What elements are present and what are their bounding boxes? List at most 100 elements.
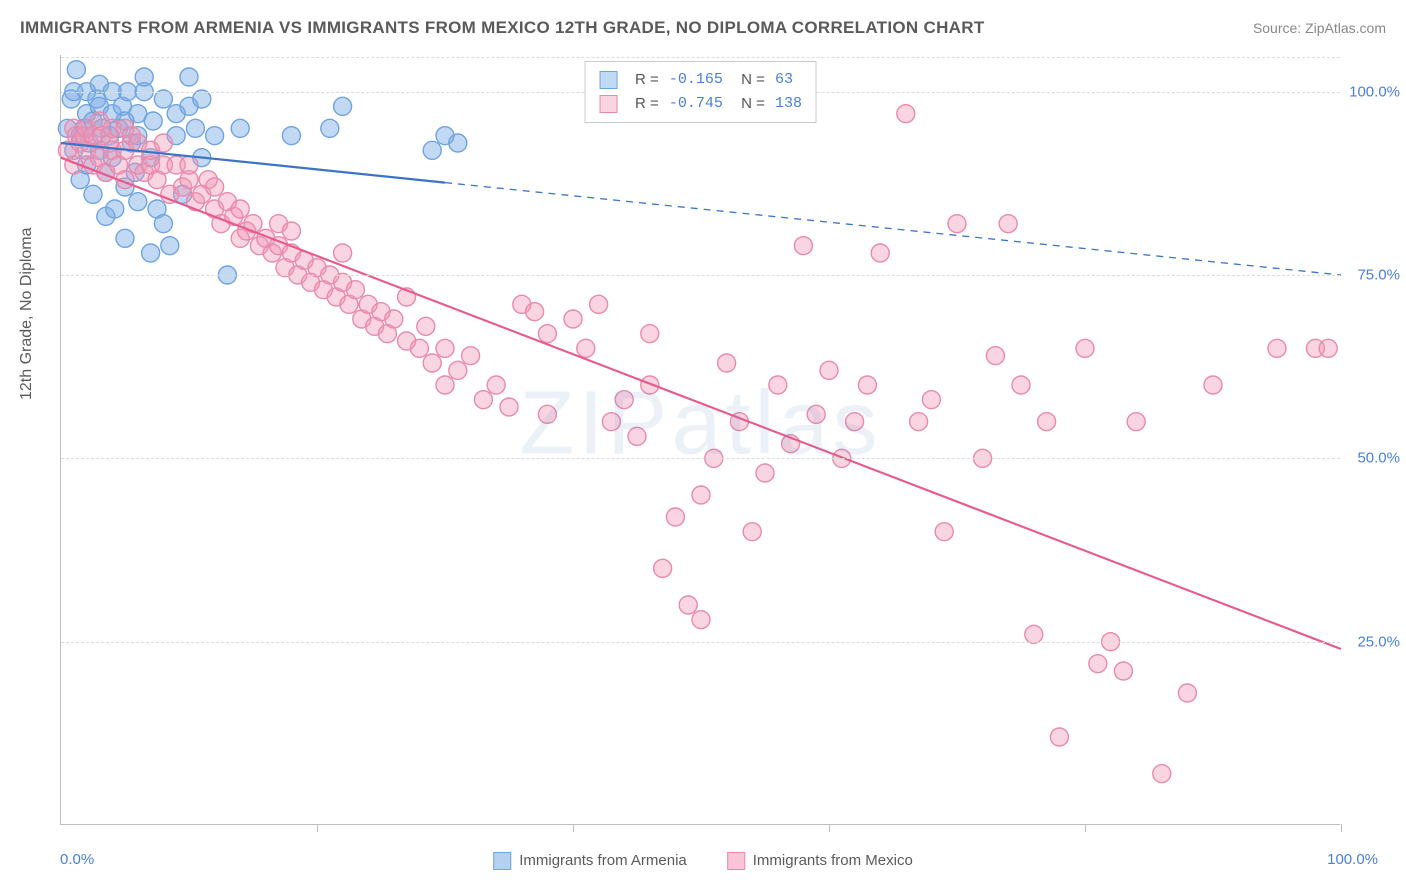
data-point: [1012, 376, 1030, 394]
data-point: [526, 303, 544, 321]
chart-title: IMMIGRANTS FROM ARMENIA VS IMMIGRANTS FR…: [20, 18, 985, 38]
data-point: [602, 413, 620, 431]
legend-n-label: N =: [733, 68, 765, 92]
data-point: [321, 119, 339, 137]
data-point: [1204, 376, 1222, 394]
data-point: [154, 90, 172, 108]
data-point: [346, 281, 364, 299]
data-point: [67, 61, 85, 79]
data-point: [231, 200, 249, 218]
data-point: [922, 391, 940, 409]
legend-swatch: [727, 852, 745, 870]
gridline: [61, 57, 1340, 58]
data-point: [846, 413, 864, 431]
data-point: [193, 90, 211, 108]
data-point: [84, 185, 102, 203]
data-point: [564, 310, 582, 328]
y-tick-label: 75.0%: [1345, 267, 1400, 284]
data-point: [935, 523, 953, 541]
legend-item: Immigrants from Armenia: [493, 852, 687, 870]
data-point: [807, 405, 825, 423]
data-point: [1089, 655, 1107, 673]
data-point: [474, 391, 492, 409]
data-point: [186, 119, 204, 137]
data-point: [858, 376, 876, 394]
x-tick: [1341, 824, 1342, 832]
legend-swatch: [493, 852, 511, 870]
data-point: [334, 97, 352, 115]
trend-line-dashed: [445, 183, 1341, 275]
chart-svg: [61, 55, 1340, 824]
data-point: [449, 361, 467, 379]
data-point: [206, 178, 224, 196]
data-point: [628, 427, 646, 445]
data-point: [106, 200, 124, 218]
data-point: [654, 559, 672, 577]
data-point: [538, 325, 556, 343]
data-point: [449, 134, 467, 152]
data-point: [1076, 339, 1094, 357]
data-point: [692, 611, 710, 629]
data-point: [1038, 413, 1056, 431]
data-point: [282, 127, 300, 145]
data-point: [282, 222, 300, 240]
legend-swatch: [599, 95, 617, 113]
data-point: [794, 237, 812, 255]
legend-stats-row: R = -0.745 N = 138: [599, 92, 802, 116]
x-tick: [829, 824, 830, 832]
legend-swatch: [599, 71, 617, 89]
data-point: [135, 68, 153, 86]
x-axis-min-label: 0.0%: [60, 851, 94, 868]
data-point: [142, 244, 160, 262]
data-point: [180, 68, 198, 86]
data-point: [161, 237, 179, 255]
data-point: [948, 215, 966, 233]
data-point: [871, 244, 889, 262]
data-point: [590, 295, 608, 313]
legend-item: Immigrants from Mexico: [727, 852, 913, 870]
data-point: [1114, 662, 1132, 680]
data-point: [436, 339, 454, 357]
trend-line: [61, 158, 1341, 649]
data-point: [986, 347, 1004, 365]
legend-r-value: -0.165: [669, 68, 723, 92]
data-point: [116, 229, 134, 247]
y-tick-label: 25.0%: [1345, 633, 1400, 650]
y-axis-label: 12th Grade, No Diploma: [18, 227, 36, 400]
legend-label: Immigrants from Armenia: [519, 852, 687, 869]
data-point: [410, 339, 428, 357]
gridline: [61, 275, 1340, 276]
data-point: [666, 508, 684, 526]
data-point: [1025, 625, 1043, 643]
data-point: [743, 523, 761, 541]
data-point: [129, 193, 147, 211]
data-point: [154, 215, 172, 233]
data-point: [487, 376, 505, 394]
legend-stats-row: R = -0.165 N = 63: [599, 68, 802, 92]
data-point: [615, 391, 633, 409]
data-point: [679, 596, 697, 614]
legend-n-value: 138: [775, 92, 802, 116]
x-tick: [317, 824, 318, 832]
data-point: [462, 347, 480, 365]
data-point: [538, 405, 556, 423]
legend-n-value: 63: [775, 68, 793, 92]
data-point: [1178, 684, 1196, 702]
x-axis-max-label: 100.0%: [1327, 851, 1378, 868]
data-point: [436, 376, 454, 394]
data-point: [423, 141, 441, 159]
data-point: [231, 119, 249, 137]
data-point: [718, 354, 736, 372]
y-tick-label: 100.0%: [1345, 83, 1400, 100]
data-point: [910, 413, 928, 431]
data-point: [417, 317, 435, 335]
data-point: [756, 464, 774, 482]
gridline: [61, 642, 1340, 643]
legend-r-label: R =: [635, 92, 659, 116]
data-point: [577, 339, 595, 357]
data-point: [1268, 339, 1286, 357]
data-point: [144, 112, 162, 130]
x-tick: [1085, 824, 1086, 832]
data-point: [692, 486, 710, 504]
data-point: [180, 156, 198, 174]
